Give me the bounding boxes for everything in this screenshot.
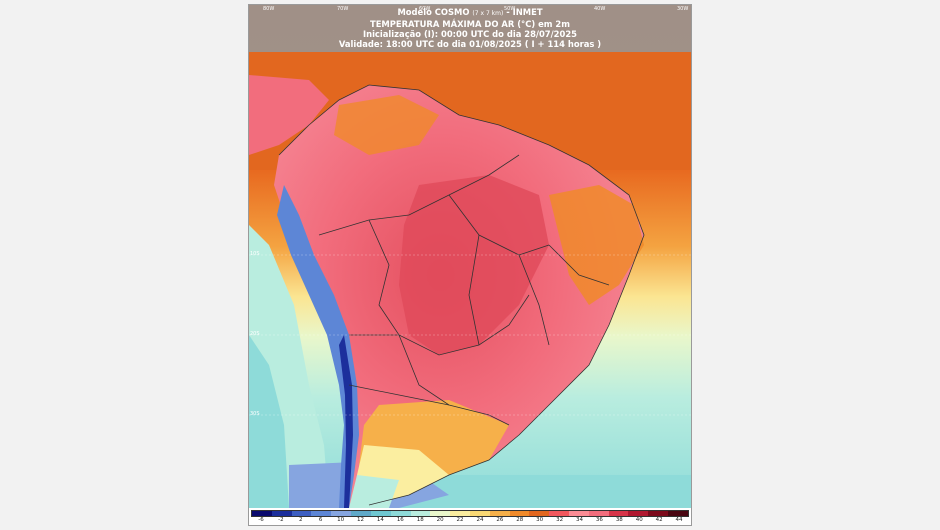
legend-swatch bbox=[648, 511, 669, 516]
legend-swatch bbox=[291, 511, 312, 516]
graticule bbox=[249, 254, 691, 416]
valid-time: Validade: 18:00 UTC do dia 01/08/2025 ( … bbox=[338, 39, 602, 49]
legend-swatch bbox=[430, 511, 451, 516]
legend-swatch bbox=[608, 511, 629, 516]
model-resolution: (7 x 7 km) bbox=[472, 10, 504, 17]
north-amazon-warm bbox=[334, 95, 439, 155]
legend-label: 42 bbox=[655, 517, 663, 523]
legend-swatch bbox=[588, 511, 609, 516]
legend-swatch bbox=[311, 511, 332, 516]
lon-tick-50w: 50W bbox=[504, 6, 516, 12]
lon-tick-40w: 40W bbox=[594, 6, 606, 12]
legend-label: -2 bbox=[278, 517, 284, 523]
legend-label: 26 bbox=[496, 517, 504, 523]
legend-swatch bbox=[271, 511, 292, 516]
legend-label: 32 bbox=[556, 517, 564, 523]
map-header: Modelo COSMO (7 x 7 km) - INMET TEMPERAT… bbox=[249, 5, 691, 52]
legend-label: 44 bbox=[675, 517, 683, 523]
legend-label: 38 bbox=[615, 517, 623, 523]
legend-label: 10 bbox=[337, 517, 345, 523]
legend-label: 16 bbox=[396, 517, 404, 523]
lat-tick-20s: 20S bbox=[250, 331, 260, 337]
legend-label: 40 bbox=[635, 517, 643, 523]
lon-tick-60w: 60W bbox=[419, 6, 431, 12]
legend-label: 14 bbox=[376, 517, 384, 523]
init-time: Inicialização (I): 00:00 UTC do dia 28/0… bbox=[362, 29, 577, 39]
legend-swatch bbox=[450, 511, 470, 516]
northeast-warm bbox=[549, 185, 644, 305]
lat-tick-10s: 10S bbox=[250, 251, 260, 257]
model-name: Modelo COSMO bbox=[397, 7, 470, 17]
south-cool-band bbox=[349, 475, 399, 508]
legend-swatch bbox=[549, 511, 569, 516]
legend-swatch bbox=[628, 511, 649, 516]
central-america bbox=[249, 75, 329, 155]
color-legend: -6 -2 2 6 10 12 14 16 18 20 22 24 26 28 30 32 34 36 38 40 42… bbox=[249, 508, 691, 525]
model-title: Modelo COSMO (7 x 7 km) - INMET bbox=[249, 7, 691, 19]
variable-title: TEMPERATURA MÁXIMA DO AR (°C) em 2m bbox=[369, 19, 570, 29]
lon-tick-70w: 70W bbox=[337, 6, 349, 12]
legend-label: 30 bbox=[536, 517, 544, 523]
legend-label: 28 bbox=[516, 517, 524, 523]
lon-tick-30w: 30W bbox=[677, 6, 689, 12]
legend-label: 18 bbox=[416, 517, 424, 523]
legend-label: 20 bbox=[436, 517, 444, 523]
andes-cold-strip bbox=[277, 185, 359, 508]
lat-tick-30s: 30S bbox=[250, 411, 260, 417]
legend-label: 24 bbox=[476, 517, 484, 523]
legend-color-bar bbox=[251, 510, 689, 517]
legend-swatch bbox=[252, 511, 272, 516]
legend-label: -6 bbox=[258, 517, 264, 523]
legend-label: 34 bbox=[576, 517, 583, 523]
legend-swatch bbox=[489, 511, 510, 516]
map-frame: Modelo COSMO (7 x 7 km) - INMET TEMPERAT… bbox=[248, 4, 692, 526]
legend-labels: -6 -2 2 6 10 12 14 16 18 20 22 24 26 28 30 32 34 36 38 40 42… bbox=[249, 517, 691, 525]
legend-swatch bbox=[331, 511, 352, 516]
legend-label: 22 bbox=[456, 517, 464, 523]
legend-label: 6 bbox=[318, 517, 323, 523]
temperature-map[interactable] bbox=[249, 5, 692, 508]
andes-coldest bbox=[339, 335, 353, 508]
legend-swatch bbox=[668, 511, 688, 516]
legend-swatch bbox=[529, 511, 550, 516]
model-institution: - INMET bbox=[506, 7, 543, 17]
legend-label: 36 bbox=[595, 517, 603, 523]
legend-swatch bbox=[469, 511, 490, 516]
legend-swatch bbox=[351, 511, 371, 516]
legend-label: 12 bbox=[357, 517, 364, 523]
legend-swatch bbox=[390, 511, 411, 516]
lon-tick-80w: 80W bbox=[263, 6, 275, 12]
legend-swatch bbox=[569, 511, 589, 516]
pacific-cold-zone bbox=[249, 335, 289, 508]
legend-swatch bbox=[509, 511, 530, 516]
legend-label: 2 bbox=[299, 517, 303, 523]
legend-swatch bbox=[370, 511, 391, 516]
legend-swatch bbox=[410, 511, 431, 516]
south-atlantic-cold bbox=[369, 475, 691, 508]
